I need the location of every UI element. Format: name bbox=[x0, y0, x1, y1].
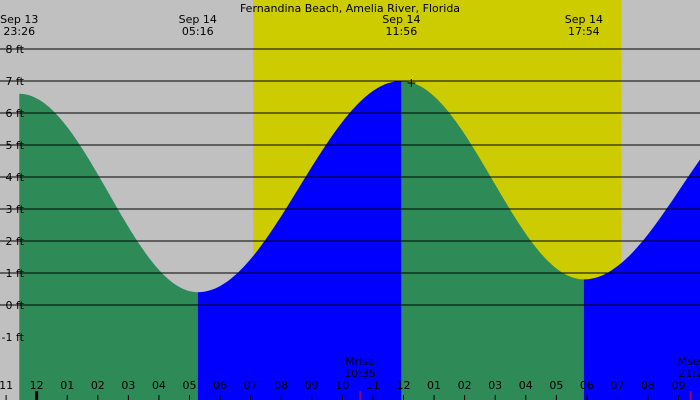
x-tick-label: 03 bbox=[488, 379, 502, 392]
y-tick-label: 5 ft bbox=[6, 139, 25, 152]
y-tick-label: 0 ft bbox=[6, 299, 25, 312]
y-axis-labels: 8 ft 7 ft 6 ft 5 ft 4 ft 3 ft 2 ft 1 ft 0 ft -1 f… bbox=[2, 43, 25, 344]
chart-title: Fernandina Beach, Amelia River, Florida bbox=[240, 2, 460, 15]
x-tick-label: 08 bbox=[641, 379, 655, 392]
y-tick-label: 2 ft bbox=[6, 235, 25, 248]
x-tick-label: 09 bbox=[305, 379, 319, 392]
moon-event-time: 10:35 bbox=[344, 367, 376, 380]
x-tick-label: 05 bbox=[549, 379, 563, 392]
high-tide-marker bbox=[407, 79, 416, 87]
x-tick-label: 08 bbox=[274, 379, 288, 392]
x-tick-label: 09 bbox=[672, 379, 686, 392]
tide-event-time: 17:54 bbox=[568, 25, 600, 38]
x-tick-label: 04 bbox=[152, 379, 166, 392]
x-tick-label: 05 bbox=[183, 379, 197, 392]
x-tick-label: 11 bbox=[366, 379, 380, 392]
x-tick-label: 06 bbox=[213, 379, 227, 392]
moon-event-time: 21:2 bbox=[678, 367, 700, 380]
rising-tide-area bbox=[583, 159, 700, 400]
x-tick-label: 04 bbox=[519, 379, 533, 392]
y-tick-label: 6 ft bbox=[6, 107, 25, 120]
x-tick-label: 06 bbox=[580, 379, 594, 392]
tide-event-day: Sep 14 bbox=[179, 13, 217, 26]
x-tick-label: 02 bbox=[458, 379, 472, 392]
tide-event-day: Sep 14 bbox=[382, 13, 420, 26]
tide-event-time: 11:56 bbox=[386, 25, 418, 38]
tide-event-time: 23:26 bbox=[3, 25, 35, 38]
x-tick-label: 07 bbox=[244, 379, 258, 392]
tide-event-day: Sep 14 bbox=[565, 13, 603, 26]
tide-event-day: Sep 13 bbox=[0, 13, 38, 26]
y-tick-label: 1 ft bbox=[6, 267, 25, 280]
y-tick-label: 3 ft bbox=[6, 203, 25, 216]
y-tick-label: 8 ft bbox=[6, 43, 25, 56]
x-tick-label: 01 bbox=[427, 379, 441, 392]
peak-markers bbox=[407, 79, 416, 87]
tide-event-time: 05:16 bbox=[182, 25, 214, 38]
x-tick-label: 03 bbox=[121, 379, 135, 392]
y-tick-label: 4 ft bbox=[6, 171, 25, 184]
falling-tide-area bbox=[19, 93, 198, 400]
x-tick-label: 10 bbox=[335, 379, 349, 392]
y-tick-label: -1 ft bbox=[2, 331, 25, 344]
moon-event-label: Mrise bbox=[345, 355, 375, 368]
x-tick-label: 02 bbox=[91, 379, 105, 392]
x-tick-label: 12 bbox=[30, 379, 44, 392]
x-axis-labels: 11 12 01 02 03 04 05 06 07 08 09 10 11 12 01 02 03 04 05 06… bbox=[0, 379, 686, 400]
y-tick-label: 7 ft bbox=[6, 75, 25, 88]
grid-lines bbox=[0, 48, 700, 306]
x-tick-label: 12 bbox=[396, 379, 410, 392]
x-tick-label: 07 bbox=[610, 379, 624, 392]
x-tick-label: 01 bbox=[60, 379, 74, 392]
x-tick-label: 11 bbox=[0, 379, 13, 392]
moon-event-label: Mset bbox=[678, 355, 700, 368]
